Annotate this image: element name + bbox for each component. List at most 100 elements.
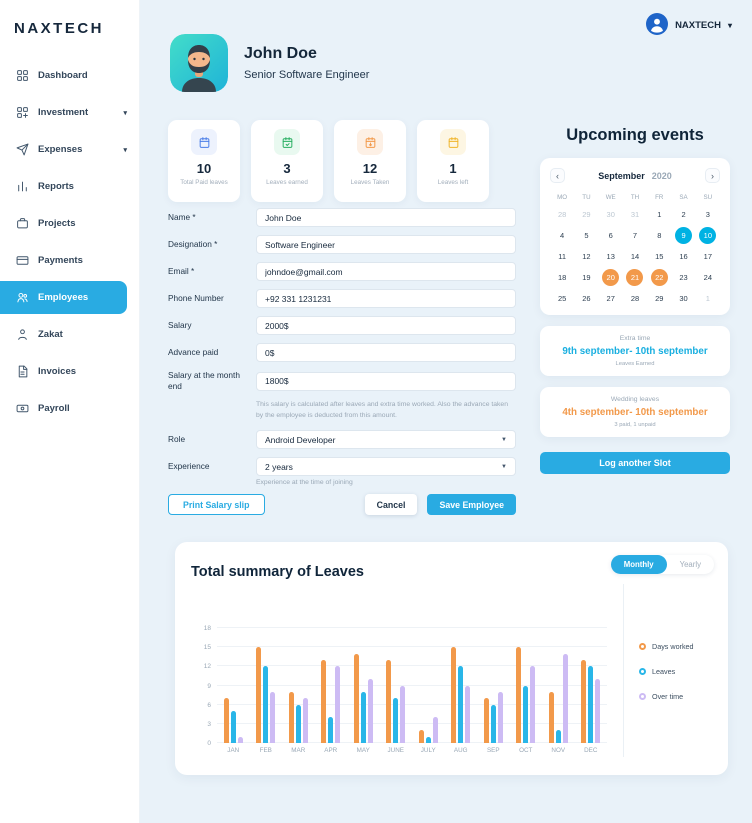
stat-label: Leaves earned [266,179,308,186]
calendar-dow: TH [630,194,640,201]
save-employee-button[interactable]: Save Employee [427,494,516,515]
calendar-day[interactable]: 31 [630,210,640,219]
calendar-day[interactable]: 9 [671,225,695,246]
calendar-day[interactable]: 27 [606,294,615,303]
stat-card-leaves-earned: 3 Leaves earned [251,120,323,202]
bar-group-feb [256,628,276,743]
calendar-day[interactable]: 18 [557,273,567,282]
projects-icon [16,217,29,230]
phone-input[interactable] [256,289,516,308]
print-salary-slip-button[interactable]: Print Salary slip [168,494,265,515]
bar [367,679,373,743]
calendar-day[interactable]: 30 [606,210,615,219]
calendar-day[interactable]: 6 [608,231,613,240]
calendar-day[interactable]: 4 [560,231,565,240]
sidebar-item-payments[interactable]: Payments [0,244,139,277]
calendar-day[interactable]: 16 [679,252,688,261]
sidebar-item-dashboard[interactable]: Dashboard [0,59,139,92]
month-end-salary-input[interactable] [256,371,516,391]
event-card-extra-time: Extra time 9th september- 10th september… [540,326,730,376]
leaves-summary-card: Total summary of Leaves Monthly Yearly D… [175,542,728,775]
bar-slot [217,628,250,743]
calendar-day[interactable]: 15 [655,252,664,261]
sidebar-item-investment[interactable]: Investment ▾ [0,96,139,129]
sidebar-item-zakat[interactable]: Zakat [0,318,139,351]
salary-input[interactable] [256,316,516,335]
designation-input[interactable] [256,235,516,254]
sidebar-item-payroll[interactable]: Payroll [0,392,139,425]
sidebar-item-projects[interactable]: Projects [0,207,139,240]
sidebar-item-reports[interactable]: Reports [0,170,139,203]
calendar-day[interactable]: 20 [599,267,623,288]
calendar-day[interactable]: 21 [623,267,647,288]
calendar-day[interactable]: 5 [584,231,589,240]
advance-paid-input[interactable] [256,343,516,362]
x-tick-label: JAN [227,747,240,754]
bar [418,730,424,743]
calendar-day[interactable]: 17 [703,252,713,261]
calendar-day[interactable]: 1 [657,210,662,219]
calendar-day[interactable]: 12 [582,252,591,261]
account-menu[interactable]: NAXTECH ▾ [646,13,732,38]
calendar-day[interactable]: 30 [679,294,688,303]
calendar-dow: WE [605,194,616,201]
y-tick-label: 6 [207,701,211,709]
calendar-day[interactable]: 22 [647,267,671,288]
stat-value: 1 [449,161,457,176]
bar [288,691,294,743]
chart-months: JAN FEB MAR APR MAY JUNE JULY AUG SEP OCT NOV DEC [217,747,607,754]
bar-group-may [353,628,373,743]
calendar-day[interactable]: 28 [557,210,567,219]
calendar-prev-button[interactable]: ‹ [550,168,565,183]
event-card-wedding-leaves: Wedding leaves 4th september- 10th septe… [540,387,730,437]
calendar-day[interactable]: 14 [630,252,640,261]
toggle-yearly[interactable]: Yearly [679,560,701,569]
stat-card-total-paid-leaves: 10 Total Paid leaves [168,120,240,202]
role-select[interactable]: Android Developer ▼ [256,430,516,450]
field-label: Salary [168,319,192,330]
calendar-day[interactable]: 25 [557,294,567,303]
calendar-day[interactable]: 28 [630,294,640,303]
calendar-day[interactable]: 2 [681,210,686,219]
calendar-dow: SA [679,194,688,201]
calendar-next-button[interactable]: › [705,168,720,183]
sidebar-item-label: Projects [38,218,76,229]
calendar-day[interactable]: 11 [558,252,567,261]
calendar-day[interactable]: 19 [582,273,591,282]
chevron-down-icon: ▾ [123,146,127,154]
profile-avatar [170,34,228,92]
bar [497,691,503,743]
employees-icon [16,291,29,304]
bar [523,685,529,743]
calendar-day[interactable]: 7 [632,231,638,240]
bar [223,698,229,743]
sidebar-item-expenses[interactable]: Expenses ▾ [0,133,139,166]
log-another-slot-button[interactable]: Log another Slot [540,452,730,474]
calendar-day[interactable]: 3 [705,210,710,219]
calendar-day[interactable]: 29 [655,294,664,303]
toggle-monthly[interactable]: Monthly [610,555,667,574]
calendar-day[interactable]: 1 [705,294,710,303]
bar [263,666,269,743]
sidebar-item-invoices[interactable]: Invoices [0,355,139,388]
calendar-day[interactable]: 8 [657,231,662,240]
email-input[interactable] [256,262,516,281]
sidebar-item-employees[interactable]: Employees [0,281,127,314]
cancel-button[interactable]: Cancel [364,494,418,515]
stat-value: 12 [362,161,378,176]
experience-select[interactable]: 2 years ▼ [256,457,516,477]
bar-group-july [418,628,438,743]
calendar-day[interactable]: 24 [703,273,713,282]
chart-title: Total summary of Leaves [191,564,364,580]
calendar-day[interactable]: 26 [582,294,591,303]
name-input[interactable] [256,208,516,227]
expenses-icon [16,143,29,156]
calendar-day[interactable]: 23 [679,273,688,282]
calendar-day[interactable]: 13 [606,252,615,261]
calendar-day[interactable]: 10 [696,225,720,246]
gridline [217,742,607,743]
bar-slot [347,628,380,743]
calendar-day[interactable]: 29 [582,210,591,219]
bar [451,647,457,743]
leaves-earned-icon [274,129,300,155]
